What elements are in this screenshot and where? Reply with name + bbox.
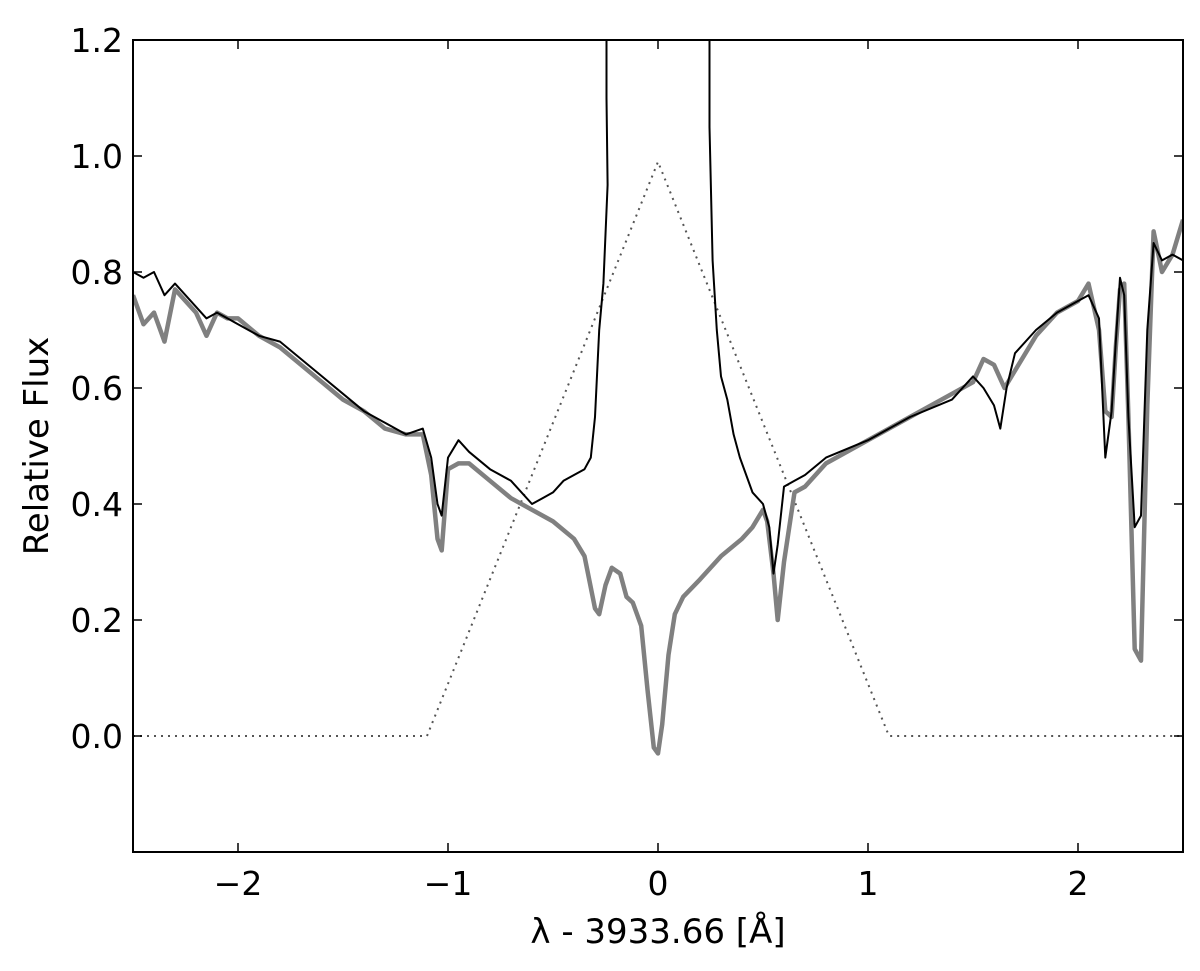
y-axis-label: Relative Flux [17,337,57,556]
x-tick-label: 2 [1068,864,1089,903]
x-tick-label: −2 [214,864,263,903]
ticks-layer: −2 −1 0 1 2 0.0 0.2 0.4 0.6 0.8 1.0 1.2 [71,21,1183,903]
x-axis-label: λ - 3933.66 [Å] [530,911,785,952]
y-tick-label: 0.0 [71,717,123,756]
y-tick-label: 0.2 [71,601,123,640]
x-tick-label: 0 [648,864,669,903]
series-line-thick-1 [133,219,1183,756]
y-tick-label: 1.0 [71,137,123,176]
y-tick-label: 1.2 [71,21,123,60]
y-tick-label: 0.8 [71,253,123,292]
series-layer [133,40,1183,756]
x-tick-label: −1 [424,864,473,903]
y-tick-label: 0.4 [71,485,123,524]
series-line-thin-2 [133,40,1183,575]
x-tick-label: 1 [858,864,879,903]
series-line-dotted-0 [133,160,1183,737]
y-tick-label: 0.6 [71,369,123,408]
